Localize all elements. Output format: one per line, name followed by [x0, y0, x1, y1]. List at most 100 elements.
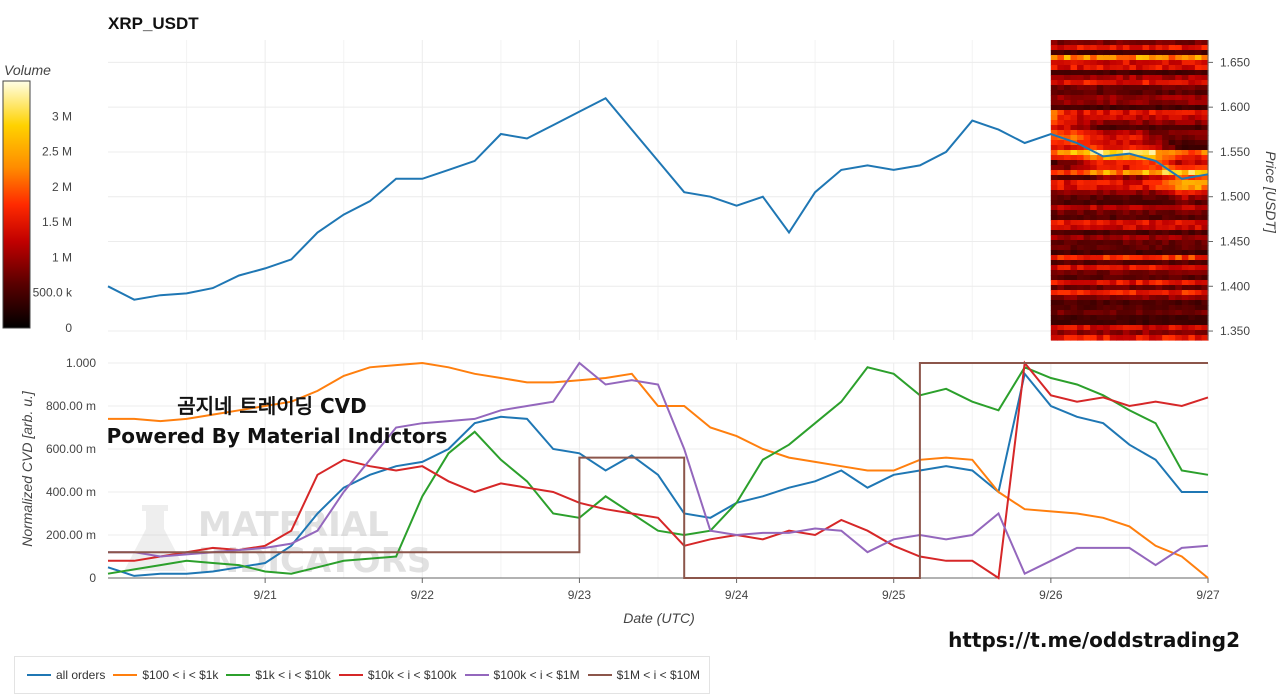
heatmap-cell: [1175, 90, 1183, 96]
heatmap-cell: [1116, 285, 1124, 291]
heatmap-cell: [1116, 110, 1124, 116]
heatmap-cell: [1103, 285, 1111, 291]
heatmap-cell: [1050, 200, 1059, 206]
heatmap-cell: [1201, 250, 1209, 256]
heatmap-cell: [1090, 280, 1098, 286]
heatmap-cell: [1096, 155, 1104, 161]
heatmap-cell: [1057, 235, 1065, 241]
heatmap-cell: [1155, 95, 1163, 101]
heatmap-cell: [1175, 145, 1183, 151]
heatmap-cell: [1109, 175, 1117, 181]
heatmap-cell: [1063, 215, 1072, 221]
heatmap-cell: [1109, 225, 1117, 231]
legend-item[interactable]: $1k < i < $10k: [226, 668, 331, 682]
heatmap-cell: [1135, 75, 1144, 81]
heatmap-cell: [1162, 180, 1170, 186]
heatmap-cell: [1057, 195, 1065, 201]
heatmap-cell: [1103, 155, 1111, 161]
heatmap-cell: [1090, 215, 1098, 221]
heatmap-cell: [1188, 120, 1196, 126]
heatmap-cell: [1175, 230, 1183, 236]
legend-item[interactable]: $1M < i < $10M: [587, 668, 700, 682]
heatmap-cell: [1194, 265, 1203, 271]
heatmap-cell: [1162, 55, 1170, 61]
heatmap-cell: [1077, 210, 1085, 216]
heatmap-cell: [1135, 295, 1144, 301]
heatmap-cell: [1090, 330, 1098, 336]
heatmap-cell: [1168, 50, 1176, 56]
heatmap-cell: [1070, 100, 1078, 106]
heatmap-cell: [1077, 165, 1085, 171]
heatmap-cell: [1070, 235, 1078, 241]
heatmap-cell: [1149, 200, 1157, 206]
heatmap-cell: [1083, 50, 1091, 56]
heatmap-cell: [1122, 115, 1131, 121]
heatmap-cell: [1109, 170, 1117, 176]
heatmap-cell: [1175, 180, 1183, 186]
heatmap-cell: [1142, 90, 1150, 96]
heatmap-cell: [1103, 170, 1111, 176]
heatmap-cell: [1149, 90, 1157, 96]
heatmap-cell: [1057, 220, 1065, 226]
heatmap-cell: [1135, 235, 1144, 241]
telegram-link[interactable]: https://t.me/oddstrading2: [948, 628, 1240, 652]
heatmap-cell: [1096, 60, 1104, 66]
price-grid: [108, 40, 1209, 340]
heatmap-cell: [1050, 105, 1059, 111]
heatmap-cell: [1162, 75, 1170, 81]
colorbar-tick-label: 1 M: [52, 250, 72, 264]
heatmap-cell: [1142, 50, 1150, 56]
heatmap-cell: [1083, 255, 1091, 261]
heatmap-cell: [1188, 230, 1196, 236]
heatmap-cell: [1129, 240, 1137, 246]
heatmap-cell: [1135, 100, 1144, 106]
heatmap-cell: [1063, 200, 1072, 206]
legend-item[interactable]: $10k < i < $100k: [338, 668, 457, 682]
heatmap-cell: [1057, 280, 1065, 286]
heatmap-cell: [1129, 80, 1137, 86]
heatmap-cell: [1122, 200, 1131, 206]
heatmap-cell: [1142, 85, 1150, 91]
heatmap-cell: [1070, 275, 1078, 281]
heatmap-cell: [1188, 235, 1196, 241]
heatmap-cell: [1162, 195, 1170, 201]
heatmap-cell: [1201, 245, 1209, 251]
heatmap-cell: [1083, 150, 1091, 156]
heatmap-cell: [1162, 220, 1170, 226]
heatmap-cell: [1050, 135, 1059, 141]
heatmap-cell: [1175, 140, 1183, 146]
legend-item[interactable]: $100 < i < $1k: [113, 668, 218, 682]
heatmap-cell: [1063, 305, 1072, 311]
heatmap-cell: [1109, 105, 1117, 111]
heatmap-cell: [1109, 270, 1117, 276]
heatmap-cell: [1103, 315, 1111, 321]
heatmap-cell: [1149, 125, 1157, 131]
heatmap-cell: [1103, 265, 1111, 271]
cvd-tick-label: 600.00 m: [46, 442, 96, 456]
heatmap-cell: [1070, 205, 1078, 211]
heatmap-cell: [1162, 235, 1170, 241]
heatmap-cell: [1162, 250, 1170, 256]
heatmap-cell: [1194, 285, 1203, 291]
heatmap-cell: [1135, 65, 1144, 71]
heatmap-cell: [1083, 210, 1091, 216]
heatmap-cell: [1201, 185, 1209, 191]
heatmap-cell: [1149, 255, 1157, 261]
heatmap-cell: [1050, 90, 1059, 96]
heatmap-cell: [1201, 270, 1209, 276]
heatmap-cell: [1083, 170, 1091, 176]
heatmap-cell: [1135, 110, 1144, 116]
heatmap-cell: [1057, 165, 1065, 171]
heatmap-cell: [1129, 190, 1137, 196]
legend-item[interactable]: $100k < i < $1M: [464, 668, 580, 682]
heatmap-cell: [1057, 180, 1065, 186]
heatmap-cell: [1083, 330, 1091, 336]
heatmap-cell: [1063, 180, 1072, 186]
legend-item[interactable]: all orders: [27, 668, 105, 682]
heatmap-cell: [1162, 115, 1170, 121]
heatmap-cell: [1083, 260, 1091, 266]
heatmap-cell: [1070, 185, 1078, 191]
heatmap-cell: [1155, 250, 1163, 256]
heatmap-cell: [1175, 70, 1183, 76]
heatmap-cell: [1096, 170, 1104, 176]
